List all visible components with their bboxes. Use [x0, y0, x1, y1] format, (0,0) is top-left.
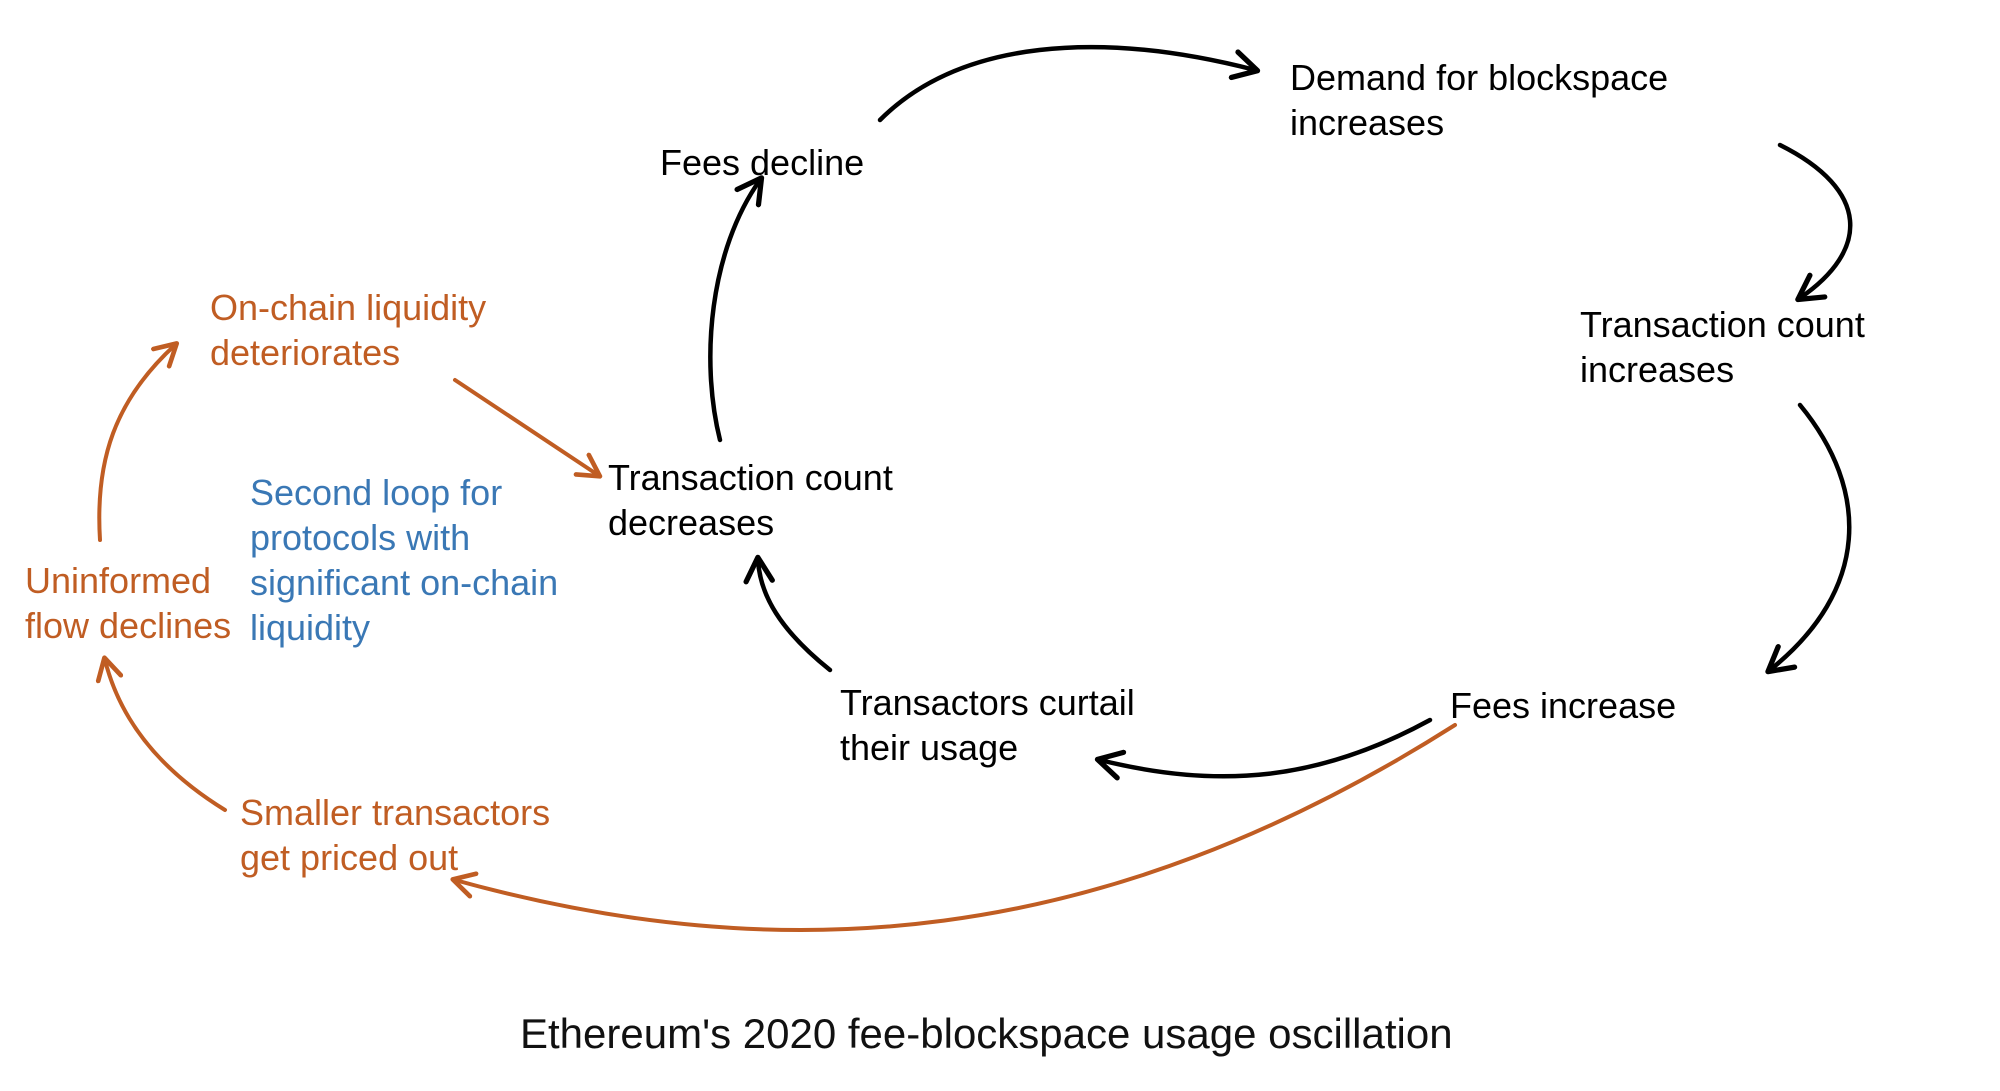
diagram-stage: Fees decline Demand for blockspace incre…: [0, 0, 2000, 1091]
edge-tx-increase-to-fees-increase: [1770, 405, 1849, 670]
node-fees-increase: Fees increase: [1450, 683, 1676, 728]
figure-caption: Ethereum's 2020 fee-blockspace usage osc…: [520, 1010, 1453, 1058]
edge-liquidity-to-tx-decrease: [455, 380, 598, 475]
node-demand-increases: Demand for blockspace increases: [1290, 55, 1668, 145]
node-liquidity-deteriorates: On-chain liquidity deteriorates: [210, 285, 486, 375]
node-fees-decline: Fees decline: [660, 140, 864, 185]
node-tx-count-decreases: Transaction count decreases: [608, 455, 893, 545]
edge-curtail-to-tx-decrease: [758, 560, 830, 670]
node-transactors-curtail: Transactors curtail their usage: [840, 680, 1135, 770]
node-smaller-priced-out: Smaller transactors get priced out: [240, 790, 550, 880]
edge-uninformed-to-liquidity: [99, 345, 175, 540]
note-second-loop: Second loop for protocols with significa…: [250, 470, 558, 650]
edge-fees-increase-to-curtail: [1100, 720, 1430, 776]
edge-smaller-to-uninformed: [105, 660, 225, 810]
edge-tx-decrease-to-fees-decline: [710, 180, 760, 440]
edge-fees-decline-to-demand: [880, 47, 1255, 120]
node-tx-count-increases: Transaction count increases: [1580, 302, 1865, 392]
node-uninformed-flow-declines: Uninformed flow declines: [25, 558, 231, 648]
edge-demand-to-tx-increase: [1780, 145, 1850, 298]
